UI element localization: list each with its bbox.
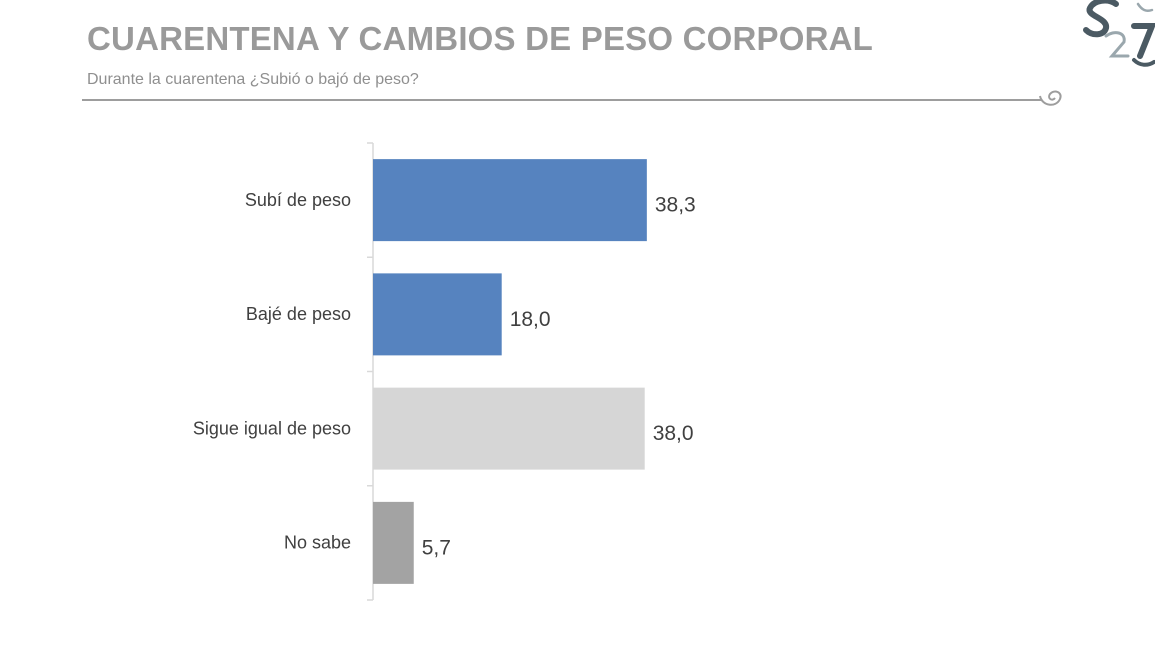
swirl-ornament-icon xyxy=(1039,90,1062,106)
category-tick-label: Bajé de peso xyxy=(246,304,351,324)
category-tick-label: Subí de peso xyxy=(245,190,351,210)
category-tick-label: No sabe xyxy=(284,533,351,553)
data-label: 18,0 xyxy=(510,308,551,331)
bar xyxy=(373,501,414,584)
bar xyxy=(373,273,502,356)
header-divider xyxy=(82,99,1042,101)
data-label: 38,3 xyxy=(655,194,696,217)
category-tick-label: Sigue igual de peso xyxy=(193,418,351,438)
bar xyxy=(373,159,647,242)
page-title: CUARENTENA Y CAMBIOS DE PESO CORPORAL xyxy=(87,20,874,57)
page-subtitle: Durante la cuarentena ¿Subió o bajó de p… xyxy=(87,71,419,88)
data-label: 5,7 xyxy=(422,536,451,559)
bar xyxy=(373,387,645,470)
data-label: 38,0 xyxy=(653,422,694,445)
brand-logo-icon xyxy=(1083,0,1155,67)
